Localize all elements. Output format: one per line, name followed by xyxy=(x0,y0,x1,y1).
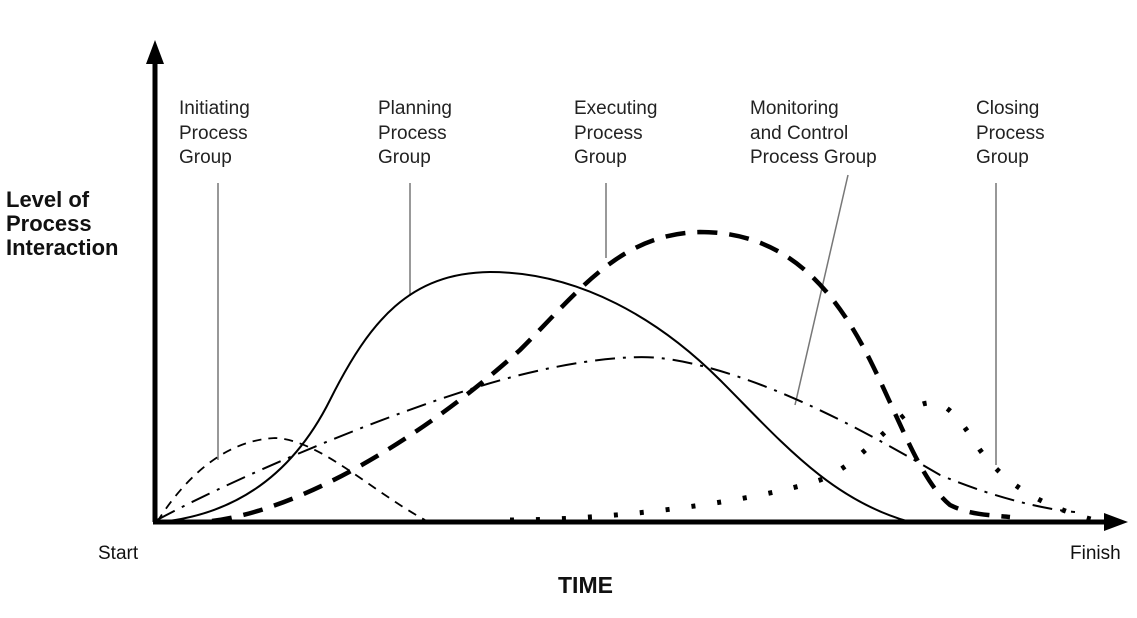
label-executing: Executing Process Group xyxy=(574,97,657,171)
label-planning: Planning Process Group xyxy=(378,97,452,171)
label-line: Process xyxy=(976,122,1045,144)
label-line: Planning xyxy=(378,98,452,119)
label-closing: Closing Process Group xyxy=(976,97,1045,171)
x-axis-label: TIME xyxy=(558,572,613,598)
label-line: Executing xyxy=(574,98,658,119)
label-line: Process xyxy=(179,122,248,144)
axes xyxy=(146,40,1128,531)
leader-lines xyxy=(217,174,997,465)
curves xyxy=(156,229,1111,527)
label-line: Group xyxy=(976,147,1029,168)
label-line: Group xyxy=(574,147,627,168)
label-monitoring: Monitoring and Control Process Group xyxy=(750,97,877,171)
curve-executing xyxy=(211,229,1011,524)
label-line: and Control xyxy=(750,122,849,144)
label-line: Monitoring xyxy=(750,98,839,119)
label-line: Group xyxy=(378,147,431,168)
curve-initiating xyxy=(156,437,426,523)
label-line: Process Group xyxy=(750,147,877,168)
x-start-label: Start xyxy=(98,543,139,564)
y-label-line: Interaction xyxy=(6,235,119,260)
y-axis-label: Level of Process Interaction xyxy=(6,188,118,260)
label-line: Initiating xyxy=(179,98,250,119)
x-finish-label: Finish xyxy=(1070,543,1121,564)
label-line: Process xyxy=(574,122,643,144)
label-initiating: Initiating Process Group xyxy=(179,97,250,171)
x-axis-arrow xyxy=(1104,513,1128,531)
y-label-line: Process xyxy=(6,211,92,236)
label-line: Group xyxy=(179,147,232,168)
curve-closing xyxy=(509,400,1111,527)
curve-planning xyxy=(159,270,911,523)
leader-monitoring xyxy=(794,174,849,406)
label-line: Process xyxy=(378,122,447,144)
y-axis-arrow xyxy=(146,40,164,64)
curve-monitoring xyxy=(156,356,1076,521)
label-line: Closing xyxy=(976,98,1040,119)
y-label-line: Level of xyxy=(6,187,90,212)
